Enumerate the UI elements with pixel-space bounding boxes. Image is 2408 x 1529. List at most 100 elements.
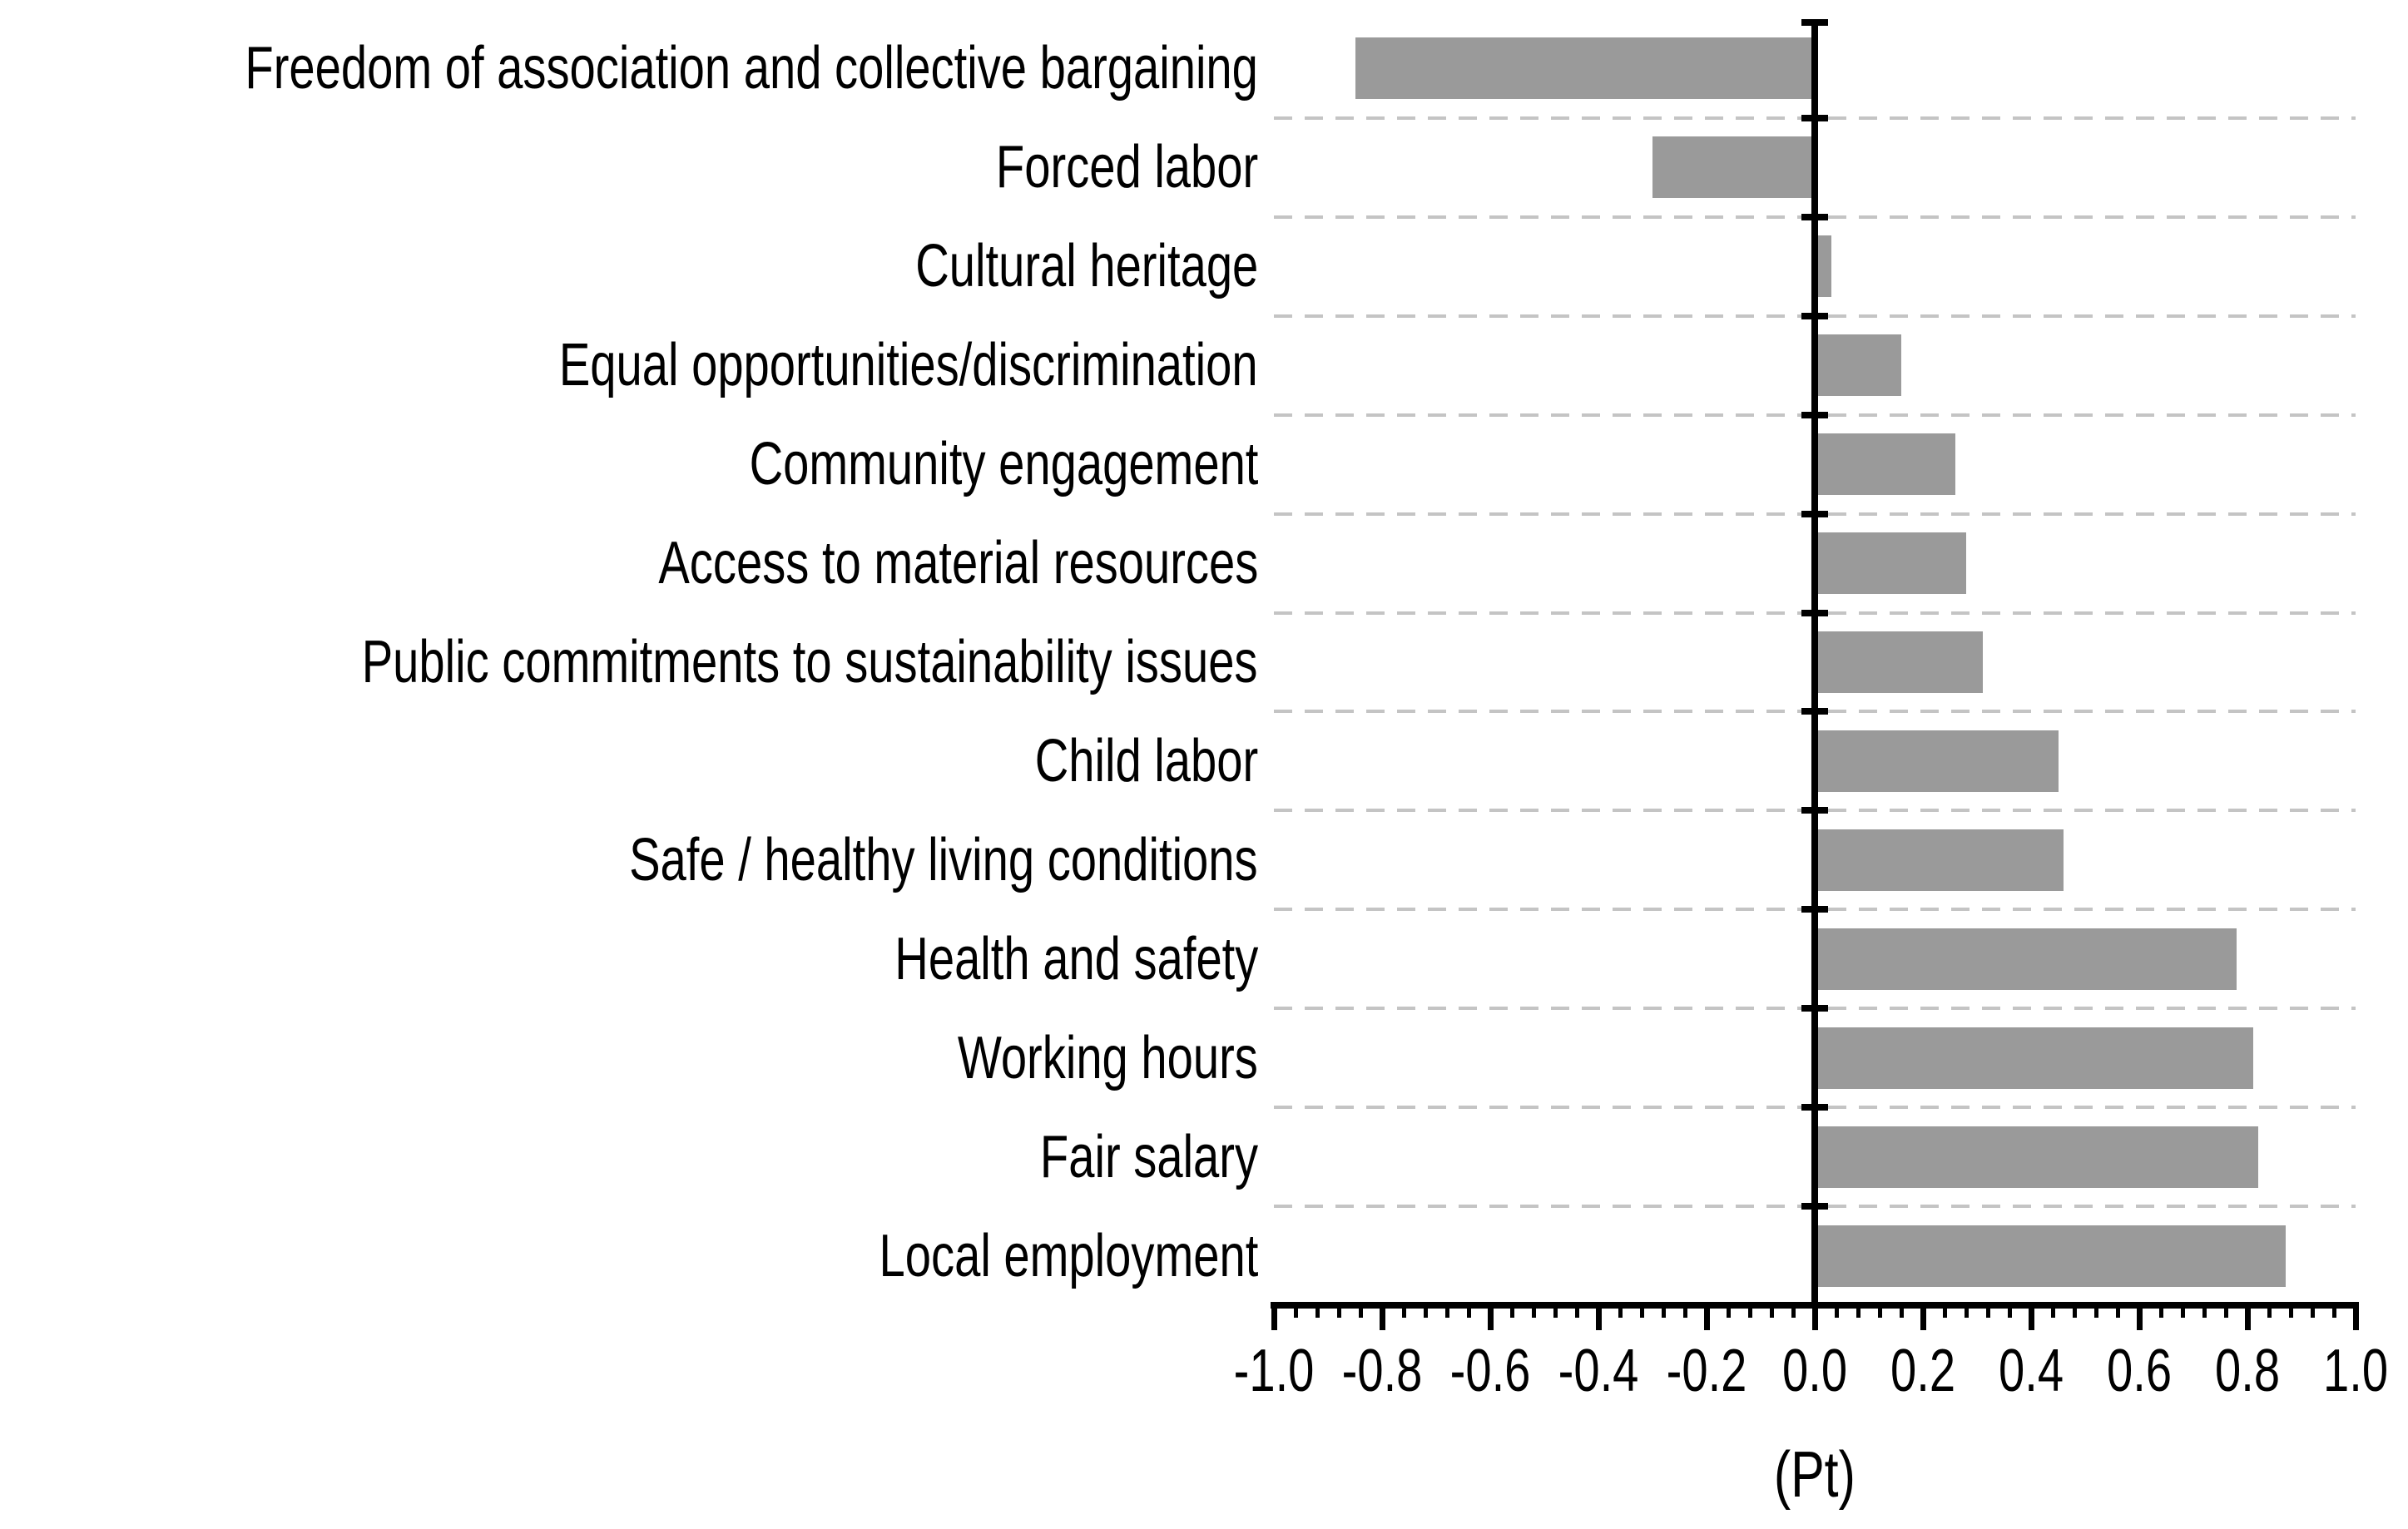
x-minor-tick (1444, 1302, 1449, 1318)
x-tick-label: 0.2 (1831, 1341, 2014, 1401)
x-minor-tick (1834, 1302, 1839, 1318)
x-minor-tick (2093, 1302, 2098, 1318)
category-label: Freedom of association and collective ba… (0, 19, 1258, 118)
bar (1815, 928, 2237, 990)
y-axis-tick (1801, 708, 1828, 715)
y-axis-tick (1801, 213, 1828, 220)
x-minor-tick (2223, 1302, 2228, 1318)
bar (1815, 1027, 2253, 1089)
x-minor-tick (2267, 1302, 2272, 1318)
x-tick-label: -0.6 (1399, 1341, 1582, 1401)
category-label-text: Safe / healthy living conditions (629, 826, 1258, 893)
x-minor-tick (1358, 1302, 1363, 1318)
category-label-text: Health and safety (894, 925, 1258, 992)
category-label: Public commitments to sustainability iss… (0, 613, 1258, 712)
x-minor-tick (2158, 1302, 2163, 1318)
x-tick-label-text: 0.8 (2214, 1338, 2281, 1404)
category-label-text: Equal opportunities/discrimination (559, 332, 1258, 399)
x-tick-label-text: 0.4 (1998, 1338, 2064, 1404)
x-tick-label: 0.0 (1723, 1341, 1906, 1401)
category-label-text: Access to material resources (658, 530, 1258, 597)
y-axis-tick (1801, 1005, 1828, 1012)
x-tick-label: -0.4 (1507, 1341, 1690, 1401)
x-minor-tick (1401, 1302, 1406, 1318)
x-minor-tick (2310, 1302, 2315, 1318)
category-label: Equal opportunities/discrimination (0, 316, 1258, 415)
x-minor-tick (1661, 1302, 1666, 1318)
category-label-text: Cultural heritage (914, 233, 1258, 300)
x-minor-tick (1769, 1302, 1774, 1318)
x-minor-tick (1531, 1302, 1536, 1318)
y-axis-tick (1801, 609, 1828, 616)
bar (1815, 631, 1983, 693)
category-label: Fair salary (0, 1107, 1258, 1206)
category-label: Safe / healthy living conditions (0, 810, 1258, 909)
x-minor-tick (1509, 1302, 1514, 1318)
x-minor-tick (1877, 1302, 1882, 1318)
x-minor-tick (1466, 1302, 1471, 1318)
x-tick-label-text: 0.0 (1781, 1338, 1848, 1404)
x-tick-label-text: -0.8 (1341, 1338, 1423, 1404)
x-tick-label: 1.0 (2264, 1341, 2408, 1401)
category-label-text: Fair salary (1039, 1123, 1258, 1190)
bar (1815, 532, 1966, 595)
y-axis-tick (1801, 114, 1828, 121)
y-axis-line (1811, 19, 1818, 1309)
x-minor-tick (1899, 1302, 1904, 1318)
y-axis-tick (1801, 19, 1828, 26)
category-label: Local employment (0, 1206, 1258, 1305)
x-tick-label-text: 1.0 (2322, 1338, 2389, 1404)
x-tick-label-text: 0.2 (1890, 1338, 1956, 1404)
bar (1815, 829, 2064, 891)
x-major-tick (1811, 1302, 1818, 1330)
x-minor-tick (1293, 1302, 1298, 1318)
x-major-tick (2244, 1302, 2251, 1330)
y-axis-tick (1801, 312, 1828, 319)
y-axis-tick (1801, 510, 1828, 517)
x-tick-label: 0.6 (2048, 1341, 2231, 1401)
bar (1355, 37, 1815, 100)
x-axis-title: (Pt) (1565, 1442, 2064, 1507)
category-label-text: Child labor (1034, 727, 1258, 794)
x-minor-tick (1985, 1302, 1990, 1318)
x-minor-tick (1942, 1302, 1947, 1318)
bar (1652, 136, 1815, 199)
x-tick-label-text: -0.6 (1449, 1338, 1531, 1404)
y-axis-tick (1801, 1203, 1828, 1210)
x-minor-tick (1618, 1302, 1623, 1318)
x-minor-tick (1726, 1302, 1731, 1318)
x-minor-tick (1682, 1302, 1687, 1318)
category-label-text: Public commitments to sustainability iss… (362, 628, 1258, 695)
x-tick-label-text: -0.4 (1558, 1338, 1639, 1404)
x-major-tick (1379, 1302, 1385, 1330)
category-label: Community engagement (0, 415, 1258, 514)
x-major-tick (1595, 1302, 1602, 1330)
x-minor-tick (2202, 1302, 2207, 1318)
category-label: Cultural heritage (0, 217, 1258, 316)
x-minor-tick (1964, 1302, 1969, 1318)
x-minor-tick (2115, 1302, 2120, 1318)
x-tick-label-text: -0.2 (1666, 1338, 1747, 1404)
x-minor-tick (1553, 1302, 1558, 1318)
x-axis-title-text: (Pt) (1773, 1437, 1856, 1511)
y-axis-tick (1801, 411, 1828, 418)
x-tick-label: -0.2 (1615, 1341, 1798, 1401)
x-minor-tick (1639, 1302, 1644, 1318)
bar (1815, 730, 2059, 792)
x-major-tick (1487, 1302, 1494, 1330)
category-label-text: Working hours (957, 1024, 1258, 1091)
x-minor-tick (1791, 1302, 1796, 1318)
category-label-text: Local employment (879, 1222, 1258, 1289)
x-major-tick (2352, 1302, 2359, 1330)
x-minor-tick (1423, 1302, 1428, 1318)
category-label-text: Freedom of association and collective ba… (245, 35, 1258, 102)
x-major-tick (1920, 1302, 1926, 1330)
bar (1815, 433, 1955, 496)
x-minor-tick (2288, 1302, 2293, 1318)
bar (1815, 334, 1901, 397)
x-minor-tick (2331, 1302, 2336, 1318)
x-major-tick (1271, 1302, 1277, 1330)
bar (1815, 1126, 2258, 1188)
category-label: Forced labor (0, 118, 1258, 217)
